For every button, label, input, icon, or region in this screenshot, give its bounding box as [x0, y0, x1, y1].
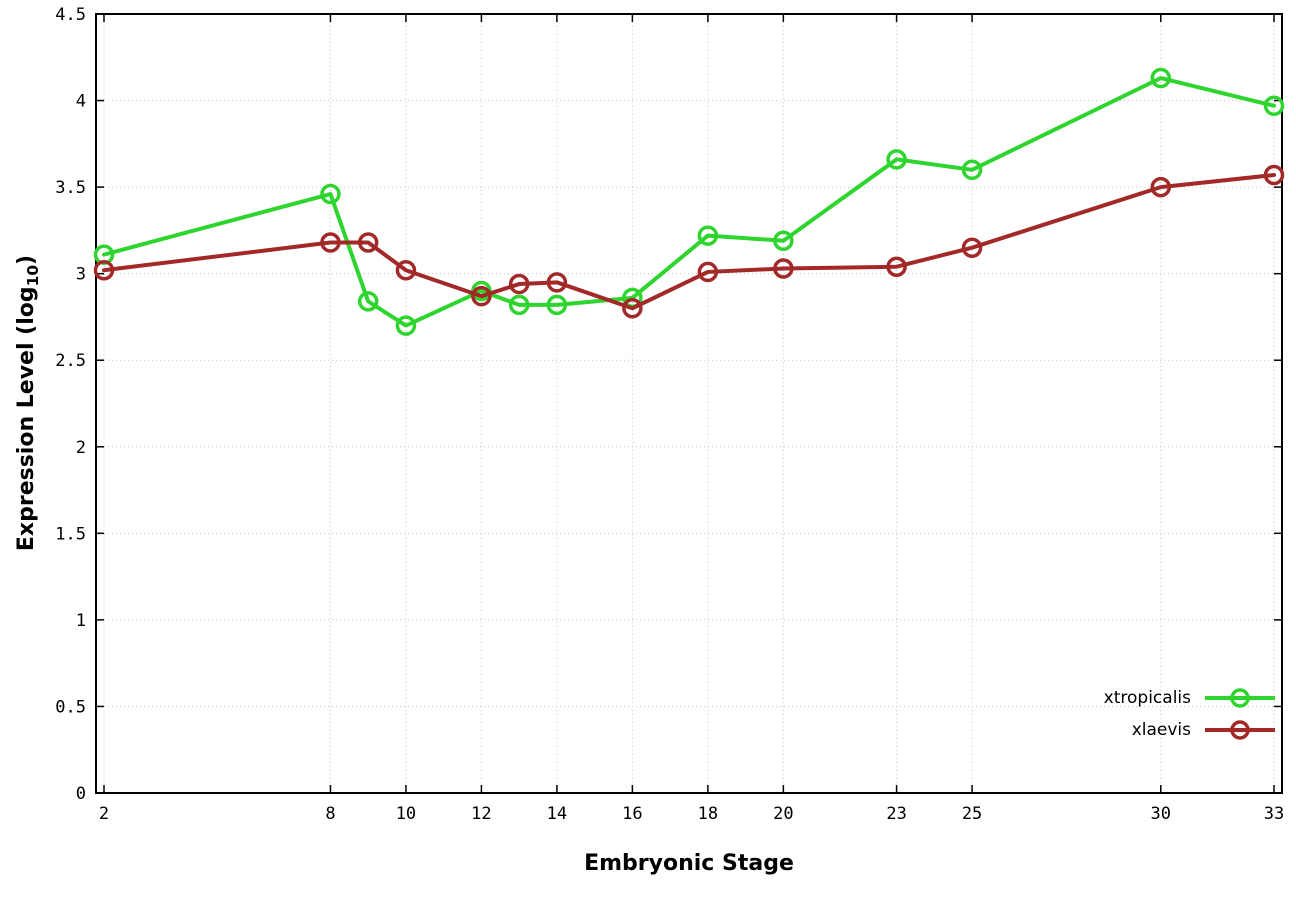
data-point-marker [508, 273, 530, 295]
x-tick-label: 18 [698, 804, 718, 824]
x-tick-label: 10 [396, 804, 416, 824]
y-tick-label: 0 [76, 784, 86, 804]
x-tick-label: 14 [547, 804, 567, 824]
y-axis-title-subscript: 10 [24, 264, 43, 287]
data-point-marker [697, 261, 719, 283]
legend: xtropicalis xlaevis [1104, 686, 1277, 742]
x-axis-title: Embryonic Stage [584, 851, 794, 876]
x-tick-label: 2 [99, 804, 109, 824]
data-point-marker [1150, 176, 1172, 198]
data-point-marker [1263, 95, 1285, 116]
x-tick-label: 23 [886, 804, 906, 824]
legend-label: xtropicalis [1103, 688, 1191, 708]
data-point-marker [886, 256, 907, 277]
data-point-marker [320, 183, 341, 205]
y-axis-title-text: Expression Level (log [13, 286, 39, 552]
x-tick-label: 25 [962, 804, 982, 824]
y-tick-label: 2 [76, 438, 86, 458]
y-tick-label: 1.5 [55, 524, 86, 544]
x-tick-label: 30 [1151, 804, 1171, 824]
data-point-marker [471, 285, 492, 307]
y-tick-label: 3 [76, 265, 86, 285]
data-point-marker [773, 230, 794, 252]
data-point-marker [395, 315, 417, 336]
y-tick-label: 3.5 [55, 178, 86, 198]
data-point-marker [773, 258, 794, 279]
x-tick-label: 12 [471, 804, 491, 824]
data-point-marker [357, 291, 379, 312]
data-point-marker [961, 159, 983, 181]
data-point-marker [93, 259, 115, 281]
data-point-marker [886, 149, 907, 170]
x-tick-label: 16 [622, 804, 642, 824]
data-point-marker [961, 237, 983, 258]
data-point-marker [622, 298, 643, 319]
data-point-marker [1263, 164, 1285, 186]
data-point-marker [697, 225, 719, 246]
series-line-xtropicalis [102, 76, 1276, 328]
legend-item-xlaevis: xlaevis [1132, 718, 1277, 742]
legend-marker-sample-icon [1205, 688, 1275, 708]
y-axis-title: Expression Level (log10) [14, 255, 42, 551]
y-tick-label: 1 [76, 611, 86, 631]
series-line-xlaevis [102, 172, 1276, 311]
data-point-marker [357, 232, 379, 253]
data-point-marker [320, 232, 341, 253]
x-tick-label: 20 [773, 804, 793, 824]
plot-border [95, 13, 1283, 794]
x-tick-label: 33 [1264, 804, 1284, 824]
data-point-marker [1150, 67, 1172, 89]
x-tick-label: 8 [325, 804, 335, 824]
legend-label: xlaevis [1131, 720, 1191, 740]
data-point-marker [546, 294, 568, 316]
y-axis-title-suffix: ) [13, 254, 39, 265]
y-tick-label: 4.5 [55, 5, 86, 25]
data-point-marker [508, 294, 530, 316]
y-tick-label: 0.5 [55, 697, 86, 717]
data-point-marker [395, 259, 417, 281]
legend-item-xtropicalis: xtropicalis [1104, 686, 1277, 710]
y-tick-label: 2.5 [55, 351, 86, 371]
legend-marker-sample-icon [1205, 720, 1275, 740]
y-tick-label: 4 [76, 92, 86, 112]
data-point-marker [546, 272, 568, 293]
